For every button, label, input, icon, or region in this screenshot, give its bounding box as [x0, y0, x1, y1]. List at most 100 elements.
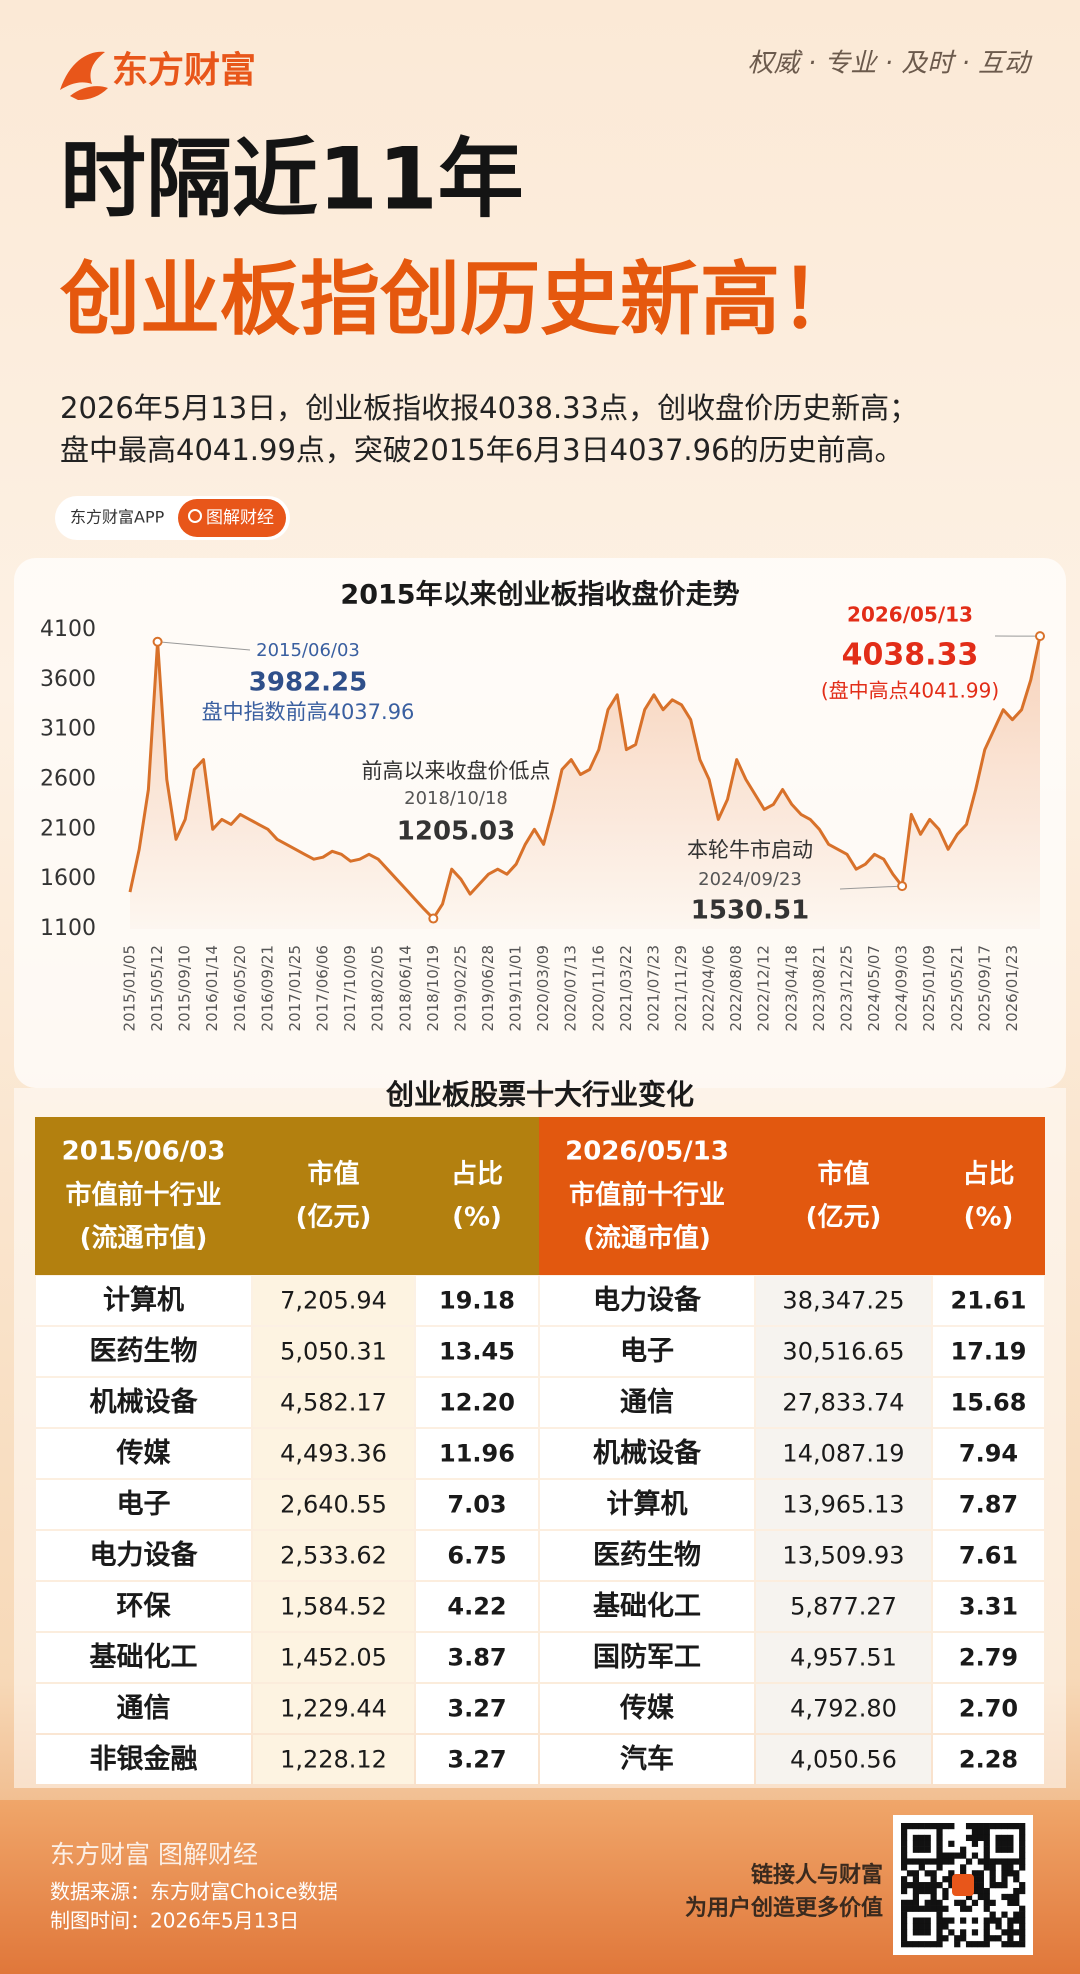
qr-cell: [1007, 1923, 1014, 1930]
industry-name: 医药生物: [90, 1336, 198, 1367]
qr-cell: [989, 1870, 996, 1877]
qr-cell: [1007, 1846, 1014, 1853]
qr-cell: [936, 1917, 943, 1924]
qr-cell: [924, 1840, 931, 1847]
qr-cell: [965, 1941, 973, 1948]
qr-cell: [942, 1887, 949, 1895]
qr-cell: [1013, 1899, 1020, 1906]
qr-cell: [971, 1876, 979, 1883]
qr-cell: [948, 1840, 955, 1847]
qr-cell: [901, 1905, 908, 1912]
annotation-title: 前高以来收盘价低点: [362, 759, 551, 783]
table-cell: [540, 1633, 754, 1682]
table-cell: [253, 1582, 414, 1631]
table-cell: [540, 1378, 754, 1427]
qr-cell: [901, 1864, 908, 1871]
market-value: 2,533.62: [280, 1542, 387, 1570]
x-tick-label: 2025/05/21: [948, 945, 966, 1031]
qr-cell: [906, 1858, 914, 1865]
qr-cell: [930, 1870, 937, 1877]
annotation-marker: [1035, 631, 1045, 642]
qr-cell: [918, 1905, 925, 1912]
pill-tag: [178, 499, 286, 537]
market-value: 1,229.44: [280, 1695, 387, 1723]
annotation-marker: [428, 913, 439, 924]
line: [128, 635, 1042, 920]
qr-cell: [901, 1882, 908, 1889]
qr-cell: [924, 1917, 931, 1924]
footer-slogan: 链接人与财富: [751, 1862, 883, 1888]
industry-name: 计算机: [607, 1488, 688, 1520]
headline: 创业板指创历史新高！: [60, 253, 860, 346]
qr-cell: [977, 1823, 984, 1830]
qr-cell: [936, 1828, 943, 1836]
qr-cell: [1007, 1935, 1014, 1942]
qr-cell: [906, 1941, 914, 1948]
qr-cell: [901, 1923, 908, 1930]
qr-cell: [971, 1899, 979, 1906]
industry-name: 非银金融: [90, 1743, 198, 1775]
table-cell: [933, 1531, 1044, 1580]
qr-cell: [901, 1852, 908, 1859]
qr-cell: [936, 1941, 943, 1948]
qr-cell: [942, 1852, 949, 1859]
qr-cell: [977, 1870, 984, 1877]
qr-cell: [977, 1893, 984, 1901]
footer-brand: 东方财富 图解财经: [50, 1840, 258, 1869]
qr-cell: [936, 1858, 943, 1865]
qr-cell: [918, 1840, 925, 1847]
qr-cell: [918, 1882, 925, 1889]
market-value: 4,582.17: [280, 1389, 387, 1417]
header-heading: 市值前十行业: [569, 1180, 725, 1211]
table: 2015/06/03 市值前十行业 (流通市值) 市值 (亿元) 占比 (%) 2026/05…: [35, 1117, 1045, 1784]
qr-cell: [912, 1929, 920, 1936]
industry-name: 机械设备: [593, 1438, 702, 1469]
x-tick-label: 2026/01/23: [1003, 945, 1021, 1031]
qr-code: [901, 1823, 1026, 1948]
qr-cell: [971, 1941, 979, 1948]
header-left: [35, 1117, 539, 1275]
share: 21.61: [951, 1287, 1027, 1315]
market-value: 5,050.31: [280, 1338, 387, 1366]
table-cell: [933, 1327, 1044, 1376]
y-tick-label: 4100: [40, 617, 96, 642]
market-value: 27,833.74: [782, 1389, 904, 1417]
market-value: 4,050.56: [790, 1746, 897, 1774]
qr-cell: [1013, 1941, 1020, 1948]
market-value: 1,452.05: [280, 1644, 387, 1672]
qr-cell: [901, 1929, 908, 1936]
qr-cell: [901, 1887, 908, 1895]
market-value: 7,205.94: [280, 1287, 387, 1315]
logo-icon: [60, 51, 108, 100]
qr-cell: [983, 1823, 990, 1830]
y-tick-label: 1100: [40, 916, 96, 941]
industry-name: 电子: [620, 1336, 674, 1367]
qr-cell: [924, 1823, 931, 1830]
qr-cell: [965, 1905, 973, 1912]
table-cell: [756, 1276, 931, 1325]
qr-cell: [930, 1876, 937, 1883]
table-cell: [253, 1735, 414, 1784]
table-cell: [933, 1480, 1044, 1529]
qr-cell: [1001, 1882, 1008, 1889]
table-cell: [253, 1633, 414, 1682]
qr-cell: [1019, 1887, 1026, 1895]
header-column: (%): [964, 1203, 1014, 1233]
qr-cell: [983, 1834, 990, 1842]
table-cell: [933, 1276, 1044, 1325]
qr-cell: [942, 1876, 949, 1883]
qr-cell: [1019, 1911, 1026, 1918]
search-icon: [188, 509, 202, 523]
qr-cell: [1013, 1887, 1020, 1895]
table-cell: [253, 1378, 414, 1427]
industry-name: 基础化工: [90, 1642, 198, 1673]
market-value: 1,584.52: [280, 1593, 387, 1621]
x-tick-label: 2015/09/10: [176, 945, 194, 1031]
qr-cell: [989, 1917, 996, 1924]
table-cell: [36, 1429, 251, 1478]
qr-cell: [1001, 1941, 1008, 1948]
qr-cell: [936, 1834, 943, 1842]
qr-cell: [948, 1917, 955, 1924]
qr-cell: [983, 1840, 990, 1847]
market-value: 4,792.80: [790, 1695, 897, 1723]
